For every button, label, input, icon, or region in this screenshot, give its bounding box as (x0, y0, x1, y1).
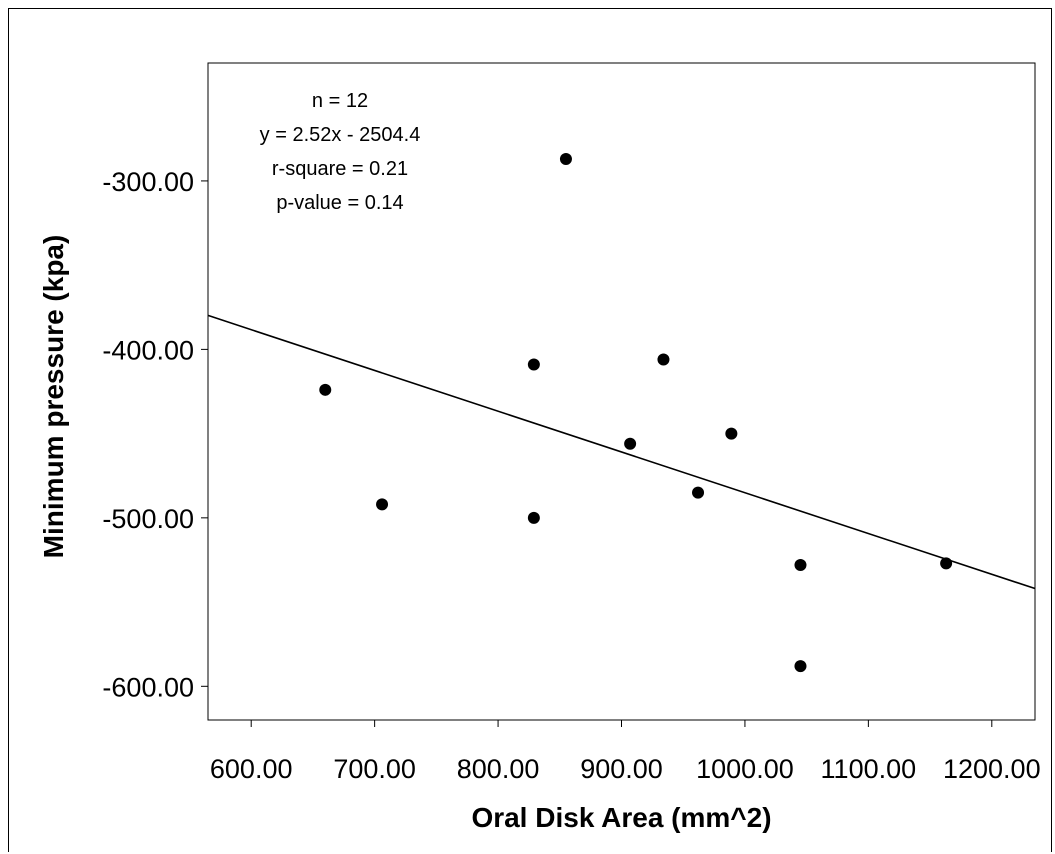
data-point (692, 486, 705, 499)
fit-line (207, 314, 1036, 590)
x-tick-label: 1000.00 (696, 754, 794, 784)
y-tick-label: -300.00 (102, 167, 194, 197)
chart-frame (8, 8, 1052, 852)
data-point (527, 511, 540, 524)
data-point (624, 437, 637, 450)
data-point (725, 427, 738, 440)
data-point (376, 498, 389, 511)
stats-annotation: n = 12 (312, 90, 368, 112)
y-tick-label: -400.00 (102, 335, 194, 365)
y-tick-label: -500.00 (102, 504, 194, 534)
stats-annotation: p-value = 0.14 (276, 192, 403, 214)
x-axis-title: Oral Disk Area (mm^2) (471, 802, 771, 833)
data-point (527, 358, 540, 371)
x-tick-label: 700.00 (333, 754, 416, 784)
x-tick-label: 1100.00 (821, 754, 917, 784)
stats-annotation: r-square = 0.21 (272, 158, 408, 180)
x-tick-label: 900.00 (580, 754, 663, 784)
data-point (319, 383, 332, 396)
y-tick-label: -600.00 (102, 672, 194, 702)
x-tick-label: 600.00 (210, 754, 293, 784)
data-point (794, 660, 807, 673)
data-point (559, 153, 572, 166)
x-tick-label: 800.00 (457, 754, 540, 784)
stats-annotation: y = 2.52x - 2504.4 (260, 124, 421, 146)
data-point (940, 557, 953, 570)
data-point (657, 353, 670, 366)
y-axis-title: Minimum pressure (kpa) (38, 235, 69, 559)
x-tick-label: 1200.00 (943, 754, 1041, 784)
data-point (794, 559, 807, 572)
